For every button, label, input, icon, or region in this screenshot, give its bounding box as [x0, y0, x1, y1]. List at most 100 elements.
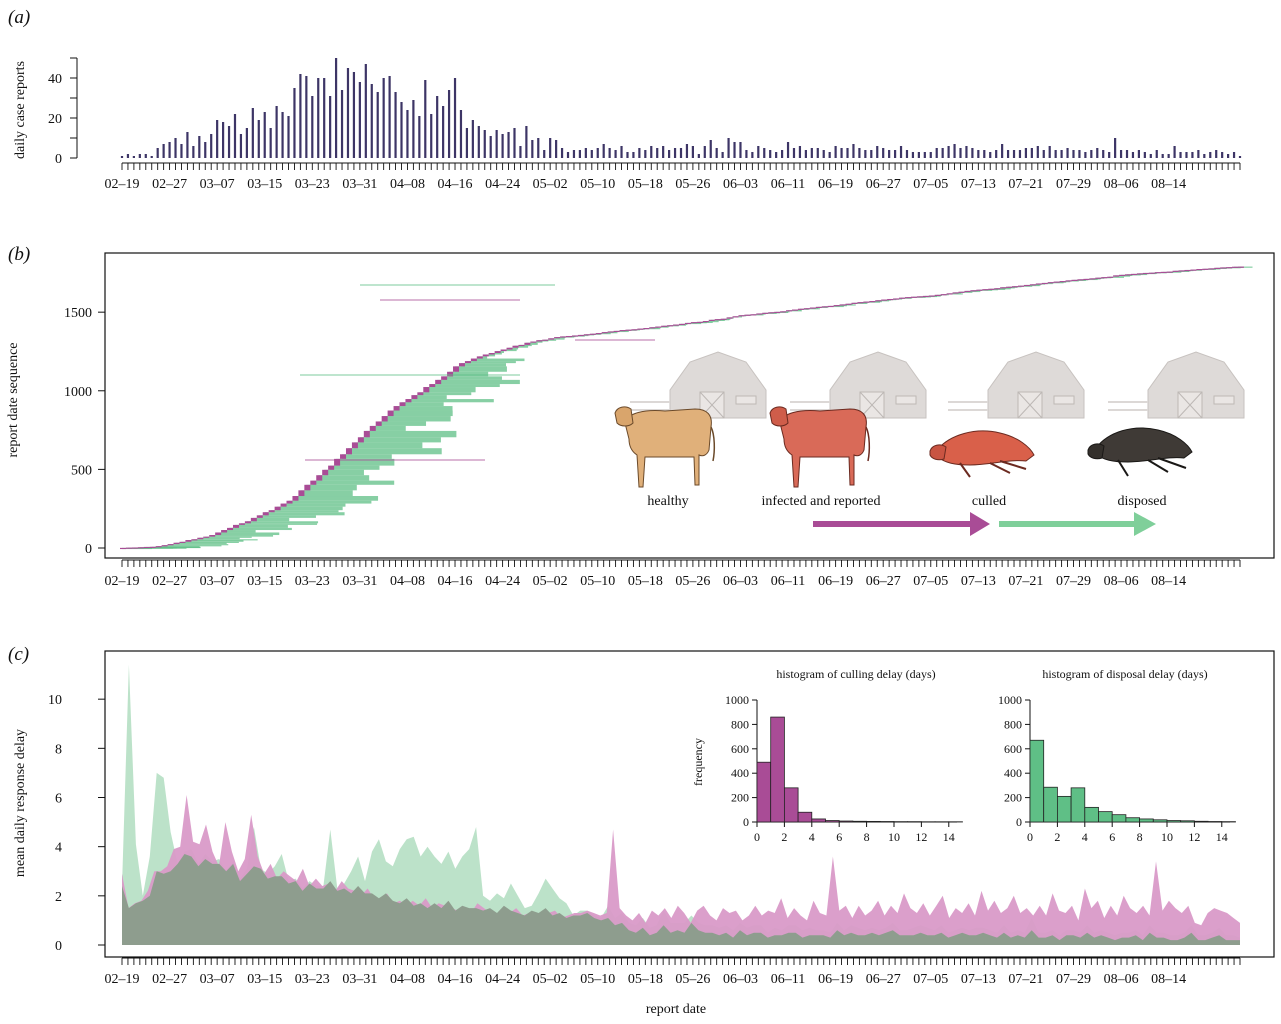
- daily-report-bar: [1156, 150, 1158, 158]
- culling-segment: [554, 337, 560, 338]
- culling-segment: [298, 490, 304, 496]
- panel-a-y-tick-label: 40: [48, 72, 62, 87]
- culling-segment: [370, 426, 376, 431]
- daily-report-bar: [745, 150, 747, 158]
- daily-report-bar: [1013, 150, 1015, 158]
- hist-bar: [1030, 740, 1044, 822]
- panel-c-y-tick-label: 4: [55, 841, 62, 856]
- hist-bar: [1057, 796, 1071, 822]
- hist-y-tick-label: 200: [1004, 791, 1022, 805]
- daily-report-bar: [977, 150, 979, 158]
- culling-segment: [328, 466, 334, 470]
- culling-segment: [1208, 268, 1214, 269]
- culling-segment: [322, 470, 328, 475]
- barn-window: [1054, 396, 1074, 404]
- daily-report-bar: [1227, 154, 1229, 158]
- disposal-segment: [277, 507, 343, 511]
- hist-bar: [798, 812, 812, 822]
- daily-report-bar: [555, 140, 557, 158]
- panel-c-xlabel: report date: [646, 1002, 706, 1017]
- daily-report-bar: [1168, 154, 1170, 158]
- culling-segment: [923, 296, 929, 297]
- daily-report-bar: [769, 150, 771, 158]
- disposal-segment: [473, 359, 525, 362]
- barn-window: [1214, 396, 1234, 404]
- disposal-segment: [437, 380, 520, 384]
- daily-report-bar: [329, 96, 331, 158]
- daily-report-bar: [543, 150, 545, 158]
- daily-report-bar: [276, 106, 278, 158]
- disposal-histogram-title: histogram of disposal delay (days): [1042, 667, 1207, 681]
- daily-report-bar: [1084, 152, 1086, 158]
- daily-report-bar: [430, 114, 432, 158]
- culling-segment: [733, 316, 739, 317]
- disposal-segment: [348, 448, 442, 454]
- hist-x-tick-label: 12: [915, 830, 927, 844]
- hist-y-tick-label: 0: [743, 815, 749, 829]
- label-infected-and-reported: infected and reported: [762, 494, 881, 509]
- daily-report-bar: [835, 146, 837, 158]
- culling-segment: [1024, 285, 1030, 286]
- hist-y-tick-label: 400: [1004, 766, 1022, 780]
- daily-report-bar: [614, 150, 616, 158]
- daily-report-bar: [293, 88, 295, 158]
- disposal-segment: [229, 528, 292, 530]
- disposed-cow-icon: [1088, 428, 1192, 476]
- culling-segment: [1149, 273, 1155, 274]
- disposal-segment: [312, 481, 394, 485]
- daily-report-bar: [579, 150, 581, 158]
- daily-report-bar: [1138, 150, 1140, 158]
- panel-c-y-tick-label: 6: [55, 792, 62, 807]
- disposal-segment: [253, 518, 289, 521]
- culling-segment: [614, 331, 620, 332]
- culling-segment: [245, 521, 251, 523]
- daily-report-bar: [1114, 138, 1116, 158]
- culling-segment: [1131, 274, 1137, 275]
- culling-segment: [179, 542, 185, 543]
- daily-report-bar: [180, 144, 182, 158]
- panel-c-x-tick-label: 03–15: [247, 972, 282, 987]
- hist-bar: [812, 819, 826, 822]
- daily-report-bar: [858, 148, 860, 158]
- panel-b-x-tick-label: 05–02: [533, 574, 568, 589]
- daily-report-bar: [965, 146, 967, 158]
- culling-segment: [608, 331, 614, 332]
- daily-report-bar: [1108, 152, 1110, 158]
- daily-report-bar: [1007, 150, 1009, 158]
- culling-segment: [887, 299, 893, 300]
- culling-segment: [851, 303, 857, 304]
- culling-segment: [518, 345, 524, 346]
- daily-report-bar: [733, 142, 735, 158]
- daily-report-bar: [1090, 150, 1092, 158]
- daily-report-bar: [394, 92, 396, 158]
- daily-report-bar: [347, 68, 349, 158]
- daily-report-bar: [252, 108, 254, 158]
- hist-y-tick-label: 1000: [998, 693, 1022, 707]
- culling-segment: [405, 399, 411, 402]
- daily-report-bar: [662, 146, 664, 158]
- daily-report-bar: [1215, 150, 1217, 158]
- daily-report-bar: [341, 90, 343, 158]
- panel-b-x-tick-label: 03–31: [342, 574, 377, 589]
- barn-fence: [630, 402, 670, 410]
- culling-segment: [649, 327, 655, 328]
- barn-icon: [790, 352, 926, 418]
- culling-segment: [584, 334, 590, 335]
- daily-report-bar: [383, 78, 385, 158]
- daily-report-bar: [466, 128, 468, 158]
- daily-report-bar: [751, 152, 753, 158]
- panel-a-ylabel: daily case reports: [13, 61, 28, 159]
- daily-report-bar: [501, 134, 503, 158]
- culling-segment: [768, 312, 774, 313]
- hist-x-tick-label: 8: [1137, 830, 1143, 844]
- panel-c-label: (c): [8, 644, 29, 665]
- culling-segment: [1232, 267, 1238, 268]
- hist-bar: [1126, 818, 1140, 822]
- hist-x-tick-label: 10: [888, 830, 900, 844]
- disposal-segment: [289, 501, 372, 504]
- panel-b-x-tick-label: 03–07: [200, 574, 235, 589]
- panel-c-x-tick-label: 04–08: [390, 972, 425, 987]
- daily-report-bar: [216, 120, 218, 158]
- disposal-segment: [199, 538, 239, 539]
